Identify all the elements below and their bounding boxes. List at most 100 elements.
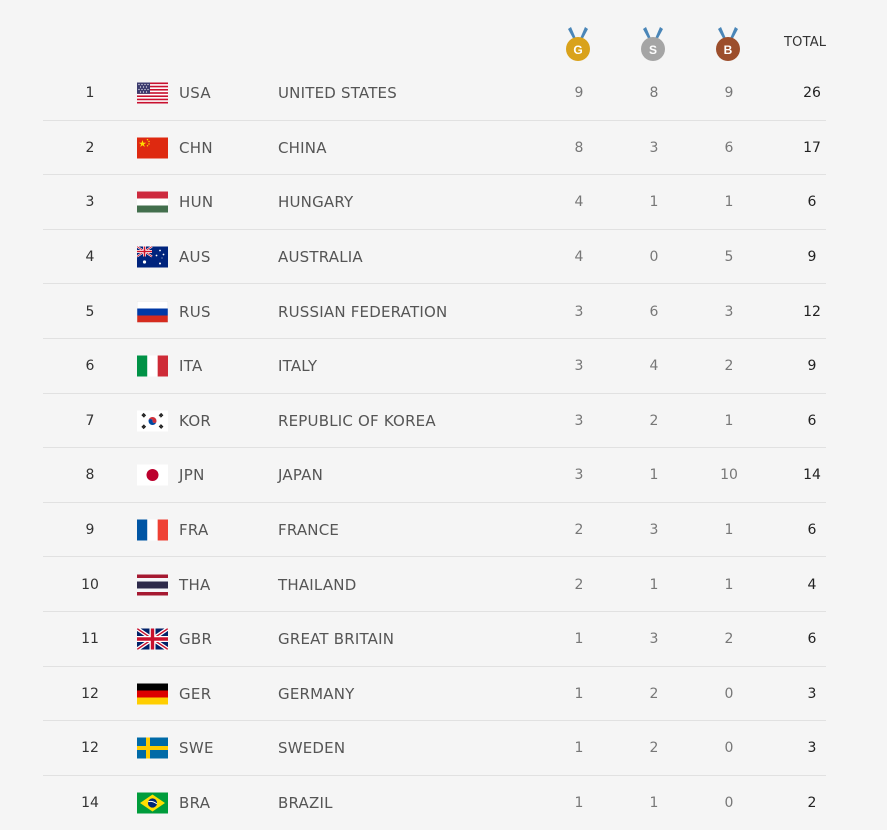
- gold-count: 3: [574, 303, 584, 320]
- silver-count: 1: [649, 795, 659, 812]
- gold-medal-icon: G: [566, 27, 590, 61]
- silver-medal-letter: S: [649, 43, 657, 57]
- gold-count: 1: [574, 685, 584, 702]
- gold-count: 2: [574, 576, 584, 593]
- ger-flag-icon: [137, 683, 168, 705]
- country-code: GBR: [179, 630, 213, 649]
- bronze-count: 3: [724, 303, 734, 320]
- table-row[interactable]: 10 THA THAILAND 2 1 1 4: [0, 557, 887, 612]
- table-row[interactable]: 2 CHN CHINA 8 3 6 17: [0, 121, 887, 176]
- table-row[interactable]: 7 KOR REPUBLIC OF KOREA 3 2 1 6: [0, 394, 887, 449]
- country-name: RUSSIAN FEDERATION: [278, 302, 448, 321]
- country-name: ITALY: [278, 357, 318, 376]
- country-code: JPN: [179, 466, 205, 485]
- bronze-medal-letter: B: [724, 43, 733, 57]
- table-header: G S B TOTAL: [0, 0, 887, 66]
- silver-count: 8: [649, 85, 659, 102]
- total-count: 3: [807, 740, 817, 757]
- total-column-header: TOTAL: [784, 35, 827, 50]
- fra-flag-icon: [137, 519, 168, 541]
- country-code: BRA: [179, 794, 211, 813]
- country-name: BRAZIL: [278, 794, 333, 813]
- bronze-count: 1: [724, 522, 734, 539]
- total-count: 3: [807, 685, 817, 702]
- gold-count: 3: [574, 412, 584, 429]
- chn-flag-icon: [137, 137, 168, 159]
- gbr-flag-icon: [137, 628, 168, 650]
- country-name: CHINA: [278, 138, 327, 157]
- gold-count: 4: [574, 194, 584, 211]
- total-count: 26: [803, 85, 821, 102]
- rank-cell: 12: [81, 740, 99, 757]
- total-count: 9: [807, 249, 817, 266]
- bronze-count: 5: [724, 249, 734, 266]
- bronze-medal-icon: B: [716, 27, 740, 61]
- country-name: JAPAN: [278, 466, 323, 485]
- aus-flag-icon: [137, 246, 168, 268]
- silver-count: 2: [649, 412, 659, 429]
- rank-cell: 9: [85, 522, 95, 539]
- bronze-count: 1: [724, 576, 734, 593]
- silver-count: 2: [649, 685, 659, 702]
- bra-flag-icon: [137, 792, 168, 814]
- gold-count: 3: [574, 467, 584, 484]
- total-count: 14: [803, 467, 821, 484]
- country-name: GERMANY: [278, 684, 355, 703]
- total-count: 9: [807, 358, 817, 375]
- silver-count: 1: [649, 194, 659, 211]
- rank-cell: 6: [85, 358, 95, 375]
- silver-count: 3: [649, 522, 659, 539]
- gold-count: 1: [574, 795, 584, 812]
- bronze-count: 2: [724, 631, 734, 648]
- country-code: HUN: [179, 193, 214, 212]
- table-row[interactable]: 9 FRA FRANCE 2 3 1 6: [0, 503, 887, 558]
- rank-cell: 8: [85, 467, 95, 484]
- silver-count: 6: [649, 303, 659, 320]
- usa-flag-icon: [137, 82, 168, 104]
- country-code: FRA: [179, 521, 209, 540]
- table-row[interactable]: 11 GBR GREAT BRITAIN 1 3 2 6: [0, 612, 887, 667]
- ita-flag-icon: [137, 355, 168, 377]
- country-code: ITA: [179, 357, 203, 376]
- silver-count: 4: [649, 358, 659, 375]
- bronze-count: 0: [724, 795, 734, 812]
- rank-cell: 12: [81, 685, 99, 702]
- table-row[interactable]: 4 AUS AUSTRALIA 4 0 5 9: [0, 230, 887, 285]
- country-code: THA: [179, 575, 211, 594]
- country-name: REPUBLIC OF KOREA: [278, 411, 436, 430]
- country-code: CHN: [179, 138, 213, 157]
- tha-flag-icon: [137, 574, 168, 596]
- bronze-count: 10: [720, 467, 738, 484]
- gold-count: 4: [574, 249, 584, 266]
- table-row[interactable]: 14 BRA BRAZIL 1 1 0 2: [0, 776, 887, 830]
- bronze-count: 6: [724, 139, 734, 156]
- rank-cell: 3: [85, 194, 95, 211]
- country-code: AUS: [179, 248, 211, 267]
- table-row[interactable]: 12 SWE SWEDEN 1 2 0 3: [0, 721, 887, 776]
- country-code: SWE: [179, 739, 214, 758]
- table-row[interactable]: 6 ITA ITALY 3 4 2 9: [0, 339, 887, 394]
- kor-flag-icon: [137, 410, 168, 432]
- silver-count: 2: [649, 740, 659, 757]
- bronze-count: 0: [724, 685, 734, 702]
- rank-cell: 14: [81, 795, 99, 812]
- country-code: KOR: [179, 411, 212, 430]
- country-name: GREAT BRITAIN: [278, 630, 395, 649]
- bronze-count: 0: [724, 740, 734, 757]
- table-row[interactable]: 3 HUN HUNGARY 4 1 1 6: [0, 175, 887, 230]
- total-count: 2: [807, 795, 817, 812]
- country-code: RUS: [179, 302, 211, 321]
- table-row[interactable]: 1 USA UNITED STATES 9 8 9 26: [0, 66, 887, 121]
- silver-count: 3: [649, 139, 659, 156]
- table-row[interactable]: 12 GER GERMANY 1 2 0 3: [0, 667, 887, 722]
- gold-count: 9: [574, 85, 584, 102]
- country-name: AUSTRALIA: [278, 248, 363, 267]
- country-code: GER: [179, 684, 212, 703]
- silver-medal-icon: S: [641, 27, 665, 61]
- table-row[interactable]: 5 RUS RUSSIAN FEDERATION 3 6 3 12: [0, 284, 887, 339]
- country-name: SWEDEN: [278, 739, 346, 758]
- country-name: THAILAND: [278, 575, 357, 594]
- table-row[interactable]: 8 JPN JAPAN 3 1 10 14: [0, 448, 887, 503]
- silver-count: 1: [649, 467, 659, 484]
